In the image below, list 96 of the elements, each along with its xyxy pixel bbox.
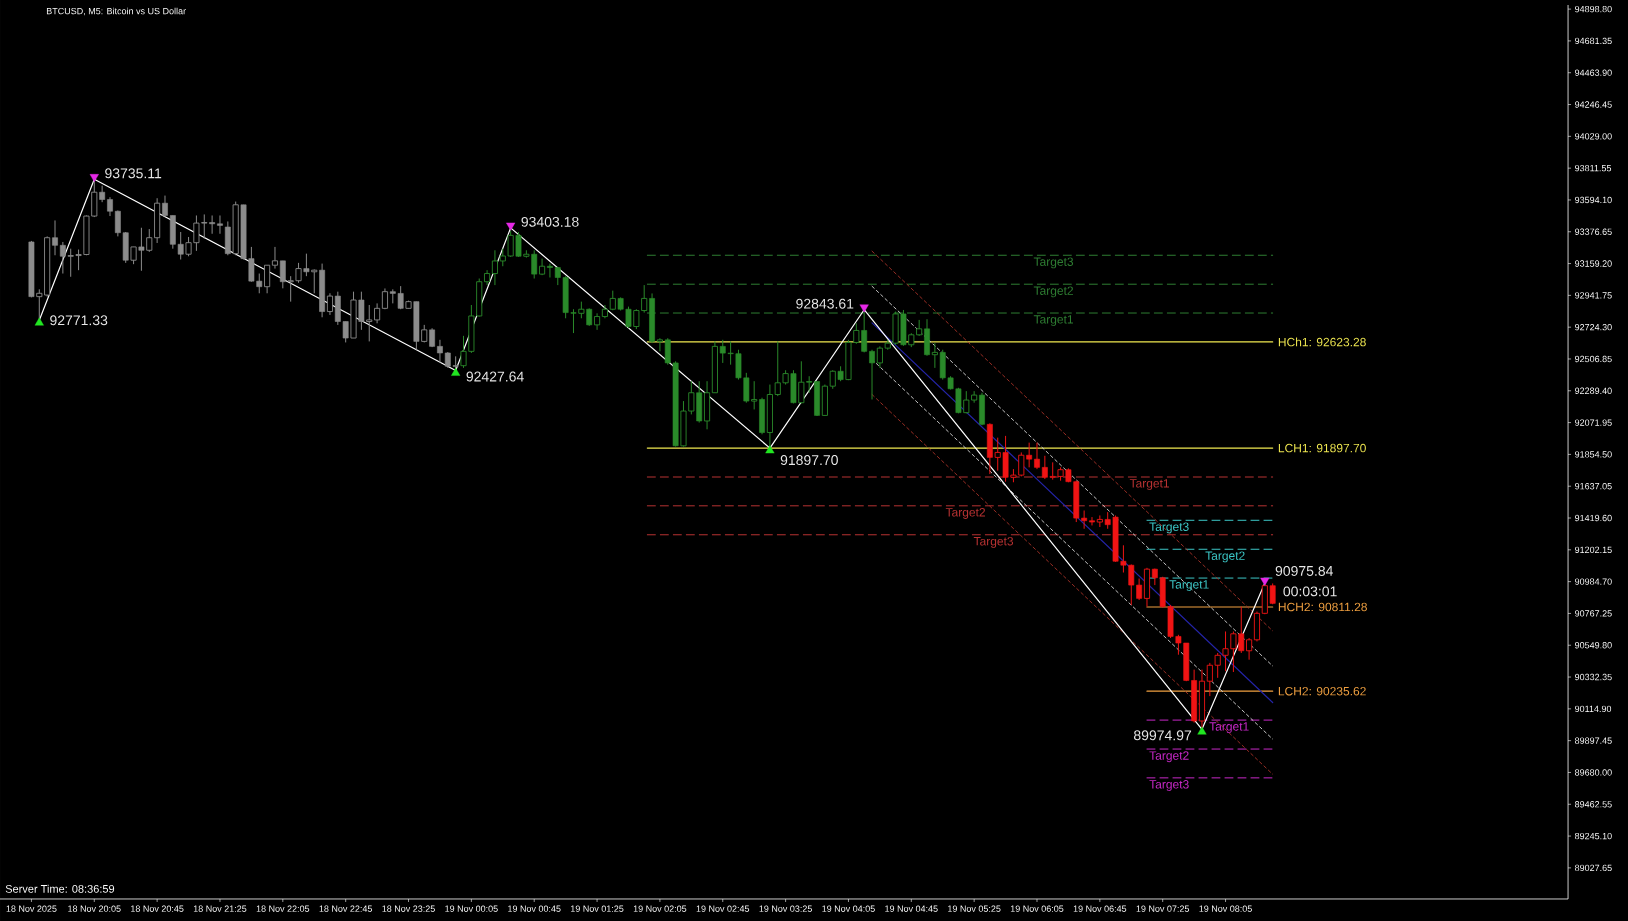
annotation: 00:03:01 <box>1283 586 1337 597</box>
x-tick-label: 19 Nov 00:45 <box>508 905 561 912</box>
y-tick-label: 94898.80 <box>1575 5 1612 13</box>
series-label: Target2 <box>1033 286 1073 298</box>
x-tick-label: 18 Nov 20:45 <box>131 905 184 912</box>
y-tick-label: 91202.15 <box>1575 546 1612 554</box>
point <box>451 367 461 376</box>
y-tick-label: 92289.40 <box>1575 387 1612 394</box>
y-tick-label: 93159.20 <box>1575 260 1612 267</box>
candlestick <box>217 214 223 235</box>
series-label: Target3 <box>1033 257 1074 269</box>
y-tick-label: 90332.35 <box>1575 673 1612 681</box>
series-label: Target1 <box>1033 315 1073 326</box>
annotation: Server Time: 08:36:59 <box>5 884 115 893</box>
candlestick <box>107 196 113 217</box>
y-tick-label: 90984.70 <box>1575 578 1612 585</box>
series-label: Target2 <box>945 508 985 519</box>
chart-title: BTCUSD, M5: Bitcoin vs US Dollar <box>46 7 186 16</box>
candlestick <box>656 337 663 352</box>
y-tick-label: 92506.85 <box>1575 355 1612 363</box>
x-tick-label: 19 Nov 07:25 <box>1136 905 1190 912</box>
x-tick-label: 19 Nov 00:05 <box>445 905 498 912</box>
series-label: LCH1: 91897.70 <box>1278 443 1366 453</box>
y-tick-label: 89245.10 <box>1574 832 1612 840</box>
x-tick-label: 19 Nov 06:05 <box>1010 905 1064 912</box>
annotation: 93735.11 <box>105 168 162 179</box>
series-label: Target1 <box>1169 580 1209 592</box>
series-label: Target1 <box>1209 722 1249 734</box>
series-label: Target2 <box>1149 751 1189 763</box>
y-tick-label: 90767.25 <box>1575 610 1612 617</box>
x-tick-label: 19 Nov 04:05 <box>822 905 875 912</box>
point <box>506 222 516 231</box>
y-tick-label: 91419.60 <box>1575 514 1612 522</box>
annotation: 93403.18 <box>521 216 579 227</box>
series-label: HCh1: 92623.28 <box>1278 337 1366 347</box>
x-tick-label: 19 Nov 01:25 <box>570 905 624 912</box>
y-tick-label: 90549.80 <box>1575 642 1612 649</box>
candlestick <box>491 249 498 286</box>
annotation: 92427.64 <box>466 371 524 382</box>
point <box>34 317 44 326</box>
y-tick-label: 94681.35 <box>1575 37 1612 45</box>
y-tick-label: 89027.65 <box>1574 864 1612 872</box>
y-tick-label: 91854.50 <box>1575 451 1612 458</box>
series-label: Target3 <box>973 536 1014 548</box>
y-tick-label: 89680.00 <box>1574 769 1612 776</box>
x-tick-label: 19 Nov 02:05 <box>633 905 687 912</box>
series-label: Target1 <box>1129 479 1169 490</box>
x-tick-label: 18 Nov 20:05 <box>68 905 121 912</box>
x-tick-label: 18 Nov 21:25 <box>193 905 247 912</box>
series-label: HCH2: 90811.28 <box>1278 602 1367 612</box>
annotation: 90975.84 <box>1275 565 1333 576</box>
x-tick-label: 19 Nov 03:25 <box>759 905 812 912</box>
x-tick-label: 19 Nov 02:45 <box>696 905 750 912</box>
y-tick-label: 92941.75 <box>1575 292 1612 299</box>
point <box>859 304 869 313</box>
candlestick <box>1089 516 1095 526</box>
series-label: Target3 <box>1149 522 1189 534</box>
x-tick-label: 19 Nov 05:25 <box>948 905 1001 912</box>
y-tick-label: 93594.10 <box>1575 196 1612 204</box>
candlestick <box>326 292 334 316</box>
candlestick <box>271 246 279 270</box>
y-tick-label: 92071.95 <box>1575 419 1612 426</box>
series-label: Target3 <box>1149 780 1189 791</box>
y-tick-label: 93811.55 <box>1575 164 1612 172</box>
candlestick <box>547 263 553 278</box>
x-tick-label: 19 Nov 08:05 <box>1199 905 1252 912</box>
y-tick-label: 94246.45 <box>1575 101 1612 108</box>
annotation: 92771.33 <box>50 315 108 326</box>
candlestick <box>52 219 58 256</box>
x-tick-label: 18 Nov 22:05 <box>256 905 310 912</box>
y-tick-label: 90114.90 <box>1575 705 1612 713</box>
point <box>89 174 99 183</box>
x-tick-label: 18 Nov 23:25 <box>382 905 435 912</box>
x-tick-label: 19 Nov 04:45 <box>885 905 938 912</box>
x-tick-label: 18 Nov 22:45 <box>319 905 373 912</box>
candlestick <box>869 349 875 400</box>
y-tick-label: 94463.90 <box>1575 69 1612 76</box>
y-tick-label: 92724.30 <box>1575 323 1612 331</box>
candlestick <box>162 195 168 218</box>
x-tick-label: 18 Nov 2025 <box>6 905 57 912</box>
series-label: Target2 <box>1205 551 1245 563</box>
y-tick-label: 89462.55 <box>1574 801 1612 808</box>
point <box>765 445 775 454</box>
y-tick-label: 93376.65 <box>1575 228 1612 235</box>
point <box>1197 726 1207 735</box>
candlestick <box>374 302 381 324</box>
annotation: 91897.70 <box>780 455 838 466</box>
y-tick-label: 94029.00 <box>1575 133 1612 140</box>
y-tick-label: 91637.05 <box>1575 483 1612 490</box>
annotation: 89974.97 <box>1133 730 1192 741</box>
annotation: 92843.61 <box>796 298 854 309</box>
x-tick-label: 19 Nov 06:45 <box>1073 905 1127 912</box>
y-tick-label: 89897.45 <box>1574 737 1612 744</box>
series-label: LCH2: 90235.62 <box>1278 686 1366 696</box>
candlestick <box>1034 442 1040 470</box>
candlestick <box>437 339 443 364</box>
